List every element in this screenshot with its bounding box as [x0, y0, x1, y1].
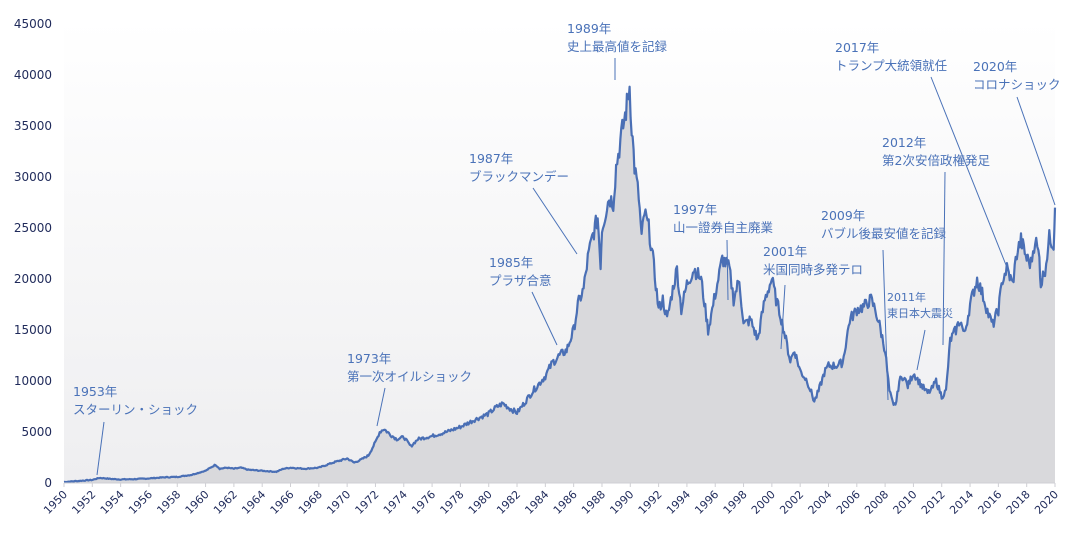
x-tick-label: 1968	[296, 488, 325, 517]
annotation-year: 2011年	[887, 290, 926, 304]
x-tick-label: 2000	[749, 488, 778, 517]
y-tick-label: 0	[44, 476, 52, 490]
y-tick-label: 20000	[14, 272, 52, 286]
annotation-event: 第一次オイルショック	[347, 369, 472, 384]
x-tick-label: 1994	[664, 488, 693, 517]
x-tick-label: 1986	[551, 488, 580, 517]
x-tick-label: 1996	[692, 488, 721, 517]
annotation-event: スターリン・ショック	[73, 402, 198, 417]
x-tick-label: 2004	[806, 488, 835, 517]
annotation-year: 2001年	[763, 244, 807, 259]
price-line	[63, 85, 1057, 484]
annotation-year: 1973年	[347, 351, 391, 366]
x-tick-label: 2016	[976, 488, 1005, 517]
annotation-leader-line	[942, 171, 946, 346]
annotation-year: 1985年	[489, 255, 533, 270]
y-tick-label: 45000	[14, 17, 52, 31]
annotation-year: 1987年	[469, 151, 513, 166]
annotation-leader-line	[376, 387, 386, 427]
annotation-leader-line	[532, 187, 578, 255]
x-tick-label: 2020	[1032, 488, 1061, 517]
y-tick-label: 30000	[14, 170, 52, 184]
annotations: 1953年スターリン・ショック1973年第一次オイルショック1985年プラザ合意…	[73, 21, 1061, 476]
x-tick-label: 2012	[919, 488, 948, 517]
x-tick-label: 1990	[607, 488, 636, 517]
annotation-event: 史上最高値を記録	[567, 39, 668, 54]
line-path	[63, 85, 1057, 484]
x-tick-label: 2018	[1004, 488, 1033, 517]
x-tick-label: 1976	[409, 488, 438, 517]
annotation-leader-line	[531, 291, 558, 346]
annotation-year: 1997年	[673, 202, 717, 217]
x-tick-label: 1970	[324, 488, 353, 517]
annotation-event: 東日本大震災	[887, 306, 953, 320]
x-tick-label: 1954	[98, 488, 127, 517]
x-tick-label: 2014	[947, 488, 976, 517]
x-tick-label: 2006	[834, 488, 863, 517]
annotation-event: バブル後最安値を記録	[821, 226, 947, 241]
x-tick-label: 1950	[41, 488, 70, 517]
annotation-year: 1989年	[567, 21, 611, 36]
x-tick-label: 1952	[69, 488, 98, 517]
annotation-year: 2012年	[882, 135, 926, 150]
x-tick-label: 1960	[183, 488, 212, 517]
annotation-event: コロナショック	[973, 77, 1061, 92]
x-tick-label: 1972	[353, 488, 382, 517]
annotation-leader-line	[930, 76, 1009, 271]
annotation-year: 2009年	[821, 208, 865, 223]
annotation-leader-line	[882, 249, 889, 401]
y-tick-label: 25000	[14, 221, 52, 235]
annotation-year: 2020年	[973, 59, 1017, 74]
x-tick-label: 1974	[381, 488, 410, 517]
x-tick-label: 1998	[721, 488, 750, 517]
x-tick-label: 2010	[891, 488, 920, 517]
x-tick-label: 1982	[494, 488, 523, 517]
annotation-leader-line	[916, 329, 926, 371]
x-tick-label: 1956	[126, 488, 155, 517]
annotation-leader-line	[726, 239, 729, 301]
y-axis: 0 5000 10000 15000 20000 25000 30000 35000 40000…	[14, 17, 52, 490]
annotation-event: 山一證券自主廃業	[673, 220, 774, 235]
annotation-leader-line	[1016, 96, 1056, 206]
x-tick-label: 1962	[211, 488, 240, 517]
annotation-event: ブラックマンデー	[469, 169, 569, 184]
annotation-event: 米国同時多発テロ	[763, 262, 863, 277]
x-tick-label: 1964	[239, 488, 268, 517]
y-tick-label: 10000	[14, 374, 52, 388]
y-tick-label: 5000	[21, 425, 52, 439]
x-axis: 1950 1952 1954 1956 1958 1960 1962 1964 1966 1968…	[41, 482, 1061, 517]
annotation-year: 2017年	[835, 40, 879, 55]
annotation-leader-line	[96, 421, 105, 476]
x-tick-label: 1978	[438, 488, 467, 517]
x-tick-label: 2002	[777, 488, 806, 517]
x-tick-label: 2008	[862, 488, 891, 517]
y-tick-label: 15000	[14, 323, 52, 337]
annotation-year: 1953年	[73, 384, 117, 399]
x-tick-label: 1984	[522, 488, 551, 517]
annotation-event: プラザ合意	[489, 273, 552, 288]
y-tick-label: 40000	[14, 68, 52, 82]
x-tick-label: 1966	[268, 488, 297, 517]
x-tick-label: 1992	[636, 488, 665, 517]
x-tick-label: 1980	[466, 488, 495, 517]
x-tick-label: 1988	[579, 488, 608, 517]
annotation-event: 第2次安倍政権発足	[882, 153, 990, 168]
x-tick-label: 1958	[154, 488, 183, 517]
annotation-event: トランプ大統領就任	[835, 58, 947, 73]
annotation-leader-line	[780, 284, 786, 350]
y-tick-label: 35000	[14, 119, 52, 133]
